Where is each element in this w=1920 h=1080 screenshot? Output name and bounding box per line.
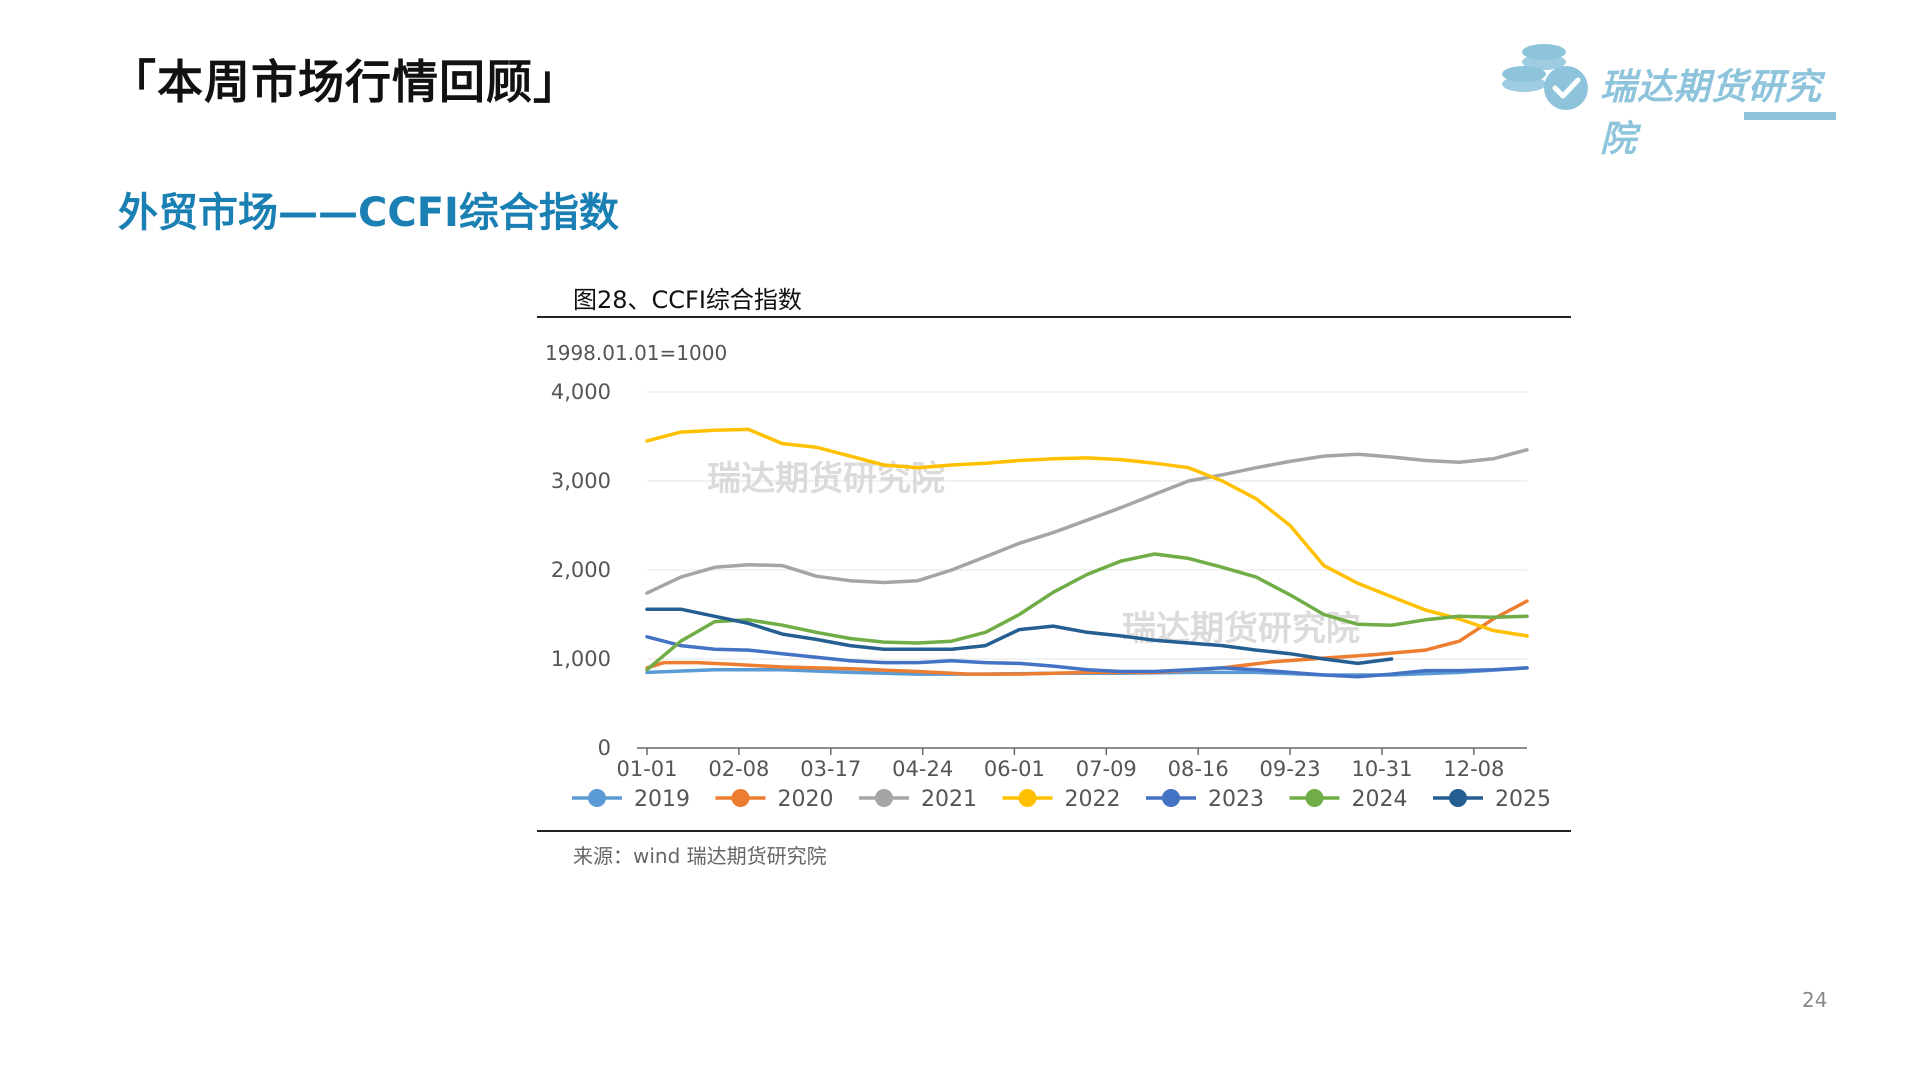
legend-label-2023: 2023 [1208,787,1264,812]
legend-marker-2024 [1305,789,1324,807]
logo-underline [1744,112,1836,120]
y-tick-label: 2,000 [551,558,611,582]
figure-bottom-rule [537,830,1571,832]
series-layer [645,427,1529,679]
x-tick-label: 03-17 [800,757,861,781]
y-tick-label: 3,000 [551,469,611,493]
brand-logo: 瑞达期货研究院 [1500,38,1840,160]
legend-label-2022: 2022 [1065,787,1121,812]
grid-lines [647,391,1527,660]
page-number: 24 [1802,988,1828,1012]
legend: 2019 2020 2021 2022 2023 2024 2025 [572,787,1551,812]
legend-label-2024: 2024 [1352,787,1408,812]
ccfi-line-chart: 1998.01.01=1000 瑞达期货研究院 瑞达期货研究院 01,0002,… [545,341,1551,812]
x-tick-label: 06-01 [984,757,1045,781]
legend-marker-2019 [588,789,606,807]
section-title: 外贸市场——CCFI综合指数 [118,190,619,236]
series-line-2023 [645,635,1529,679]
figure-title: 图28、CCFI综合指数 [573,286,802,314]
slide-title: 「本周市场行情回顾」 [110,55,580,109]
legend-label-2019: 2019 [634,787,690,812]
y-tick-label: 1,000 [551,647,611,671]
series-line-2022 [645,427,1529,638]
axes [637,747,1527,755]
x-tick-label: 07-09 [1076,757,1137,781]
source-note: 来源：wind 瑞达期货研究院 [573,844,827,868]
logo-text: 瑞达期货研究院 [1600,67,1823,160]
legend-marker-2025 [1449,789,1467,807]
x-tick-label: 08-16 [1168,757,1229,781]
x-tick-label: 12-08 [1443,757,1504,781]
series-line-2020 [645,599,1529,676]
legend-marker-2021 [875,789,893,807]
x-tick-label: 01-01 [616,757,677,781]
tick-labels: 0 1,000 2,000 3,000 4,000 01-01 02-08 03-17 04-2… [551,380,1505,781]
figure-top-rule [537,316,1571,318]
legend-marker-2020 [731,789,750,807]
x-tick-label: 04-24 [892,757,953,781]
series-line-2025 [645,607,1394,666]
legend-label-2021: 2021 [921,787,977,812]
coins-check-icon [1502,44,1588,110]
series-line-2021 [645,448,1529,595]
x-tick-label: 10-31 [1351,757,1412,781]
x-tick-label: 09-23 [1260,757,1321,781]
watermark: 瑞达期货研究院 [707,459,945,499]
base-label: 1998.01.01=1000 [545,341,727,365]
legend-label-2020: 2020 [778,787,834,812]
legend-marker-2023 [1162,789,1180,807]
y-tick-label: 0 [598,736,611,760]
y-tick-label: 4,000 [551,380,611,404]
x-tick-label: 02-08 [708,757,769,781]
legend-marker-2022 [1018,789,1037,807]
legend-label-2025: 2025 [1495,787,1551,812]
series-line-2024 [645,552,1529,672]
